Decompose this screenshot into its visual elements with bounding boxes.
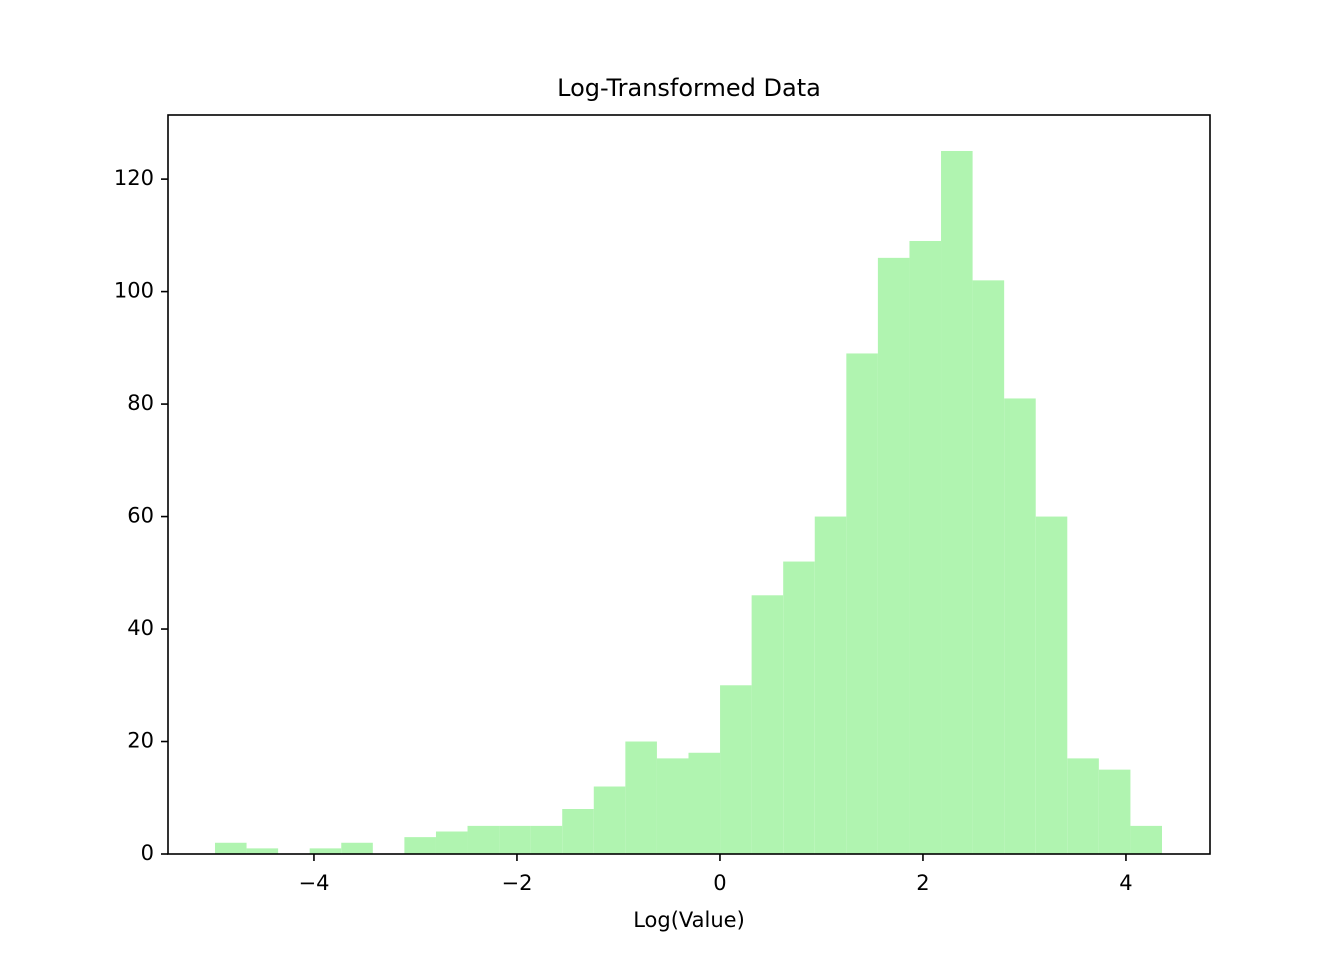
bar: [1035, 516, 1068, 854]
bar: [720, 685, 752, 854]
bar: [1004, 398, 1036, 854]
bar: [688, 752, 721, 854]
bar: [214, 842, 247, 854]
bar: [246, 848, 279, 854]
x-tick-label: 2: [916, 871, 929, 895]
plot-frame: [167, 114, 1211, 855]
y-tick-label: 0: [141, 841, 154, 865]
y-tick-label: 80: [127, 391, 154, 415]
bar: [783, 561, 815, 854]
y-tick-label: 100: [114, 279, 154, 303]
bar: [530, 825, 563, 854]
chart-title: Log-Transformed Data: [557, 74, 821, 102]
bar: [435, 831, 468, 854]
bar: [941, 150, 973, 855]
bar: [341, 842, 373, 854]
bar: [562, 809, 594, 854]
bar: [972, 280, 1005, 854]
bar: [656, 758, 689, 854]
y-tick-label: 20: [127, 729, 154, 753]
bar: [1130, 825, 1162, 854]
bar: [751, 595, 784, 854]
bar: [593, 786, 626, 854]
x-tick-label: −2: [501, 871, 532, 895]
bar: [625, 741, 657, 854]
bar: [1067, 758, 1099, 854]
bar: [846, 353, 878, 854]
y-tick-label: 120: [114, 166, 154, 190]
bar: [814, 516, 847, 854]
bar: [1098, 769, 1131, 854]
bar: [309, 848, 342, 854]
bar: [467, 825, 500, 854]
x-tick-label: 4: [1119, 871, 1132, 895]
bar: [877, 257, 910, 854]
x-axis-label: Log(Value): [633, 908, 745, 932]
bar: [499, 825, 531, 854]
y-tick-label: 60: [127, 504, 154, 528]
bar: [909, 240, 942, 854]
y-tick-label: 40: [127, 616, 154, 640]
x-tick-label: −4: [298, 871, 329, 895]
bar: [404, 837, 436, 854]
x-tick-label: 0: [713, 871, 726, 895]
